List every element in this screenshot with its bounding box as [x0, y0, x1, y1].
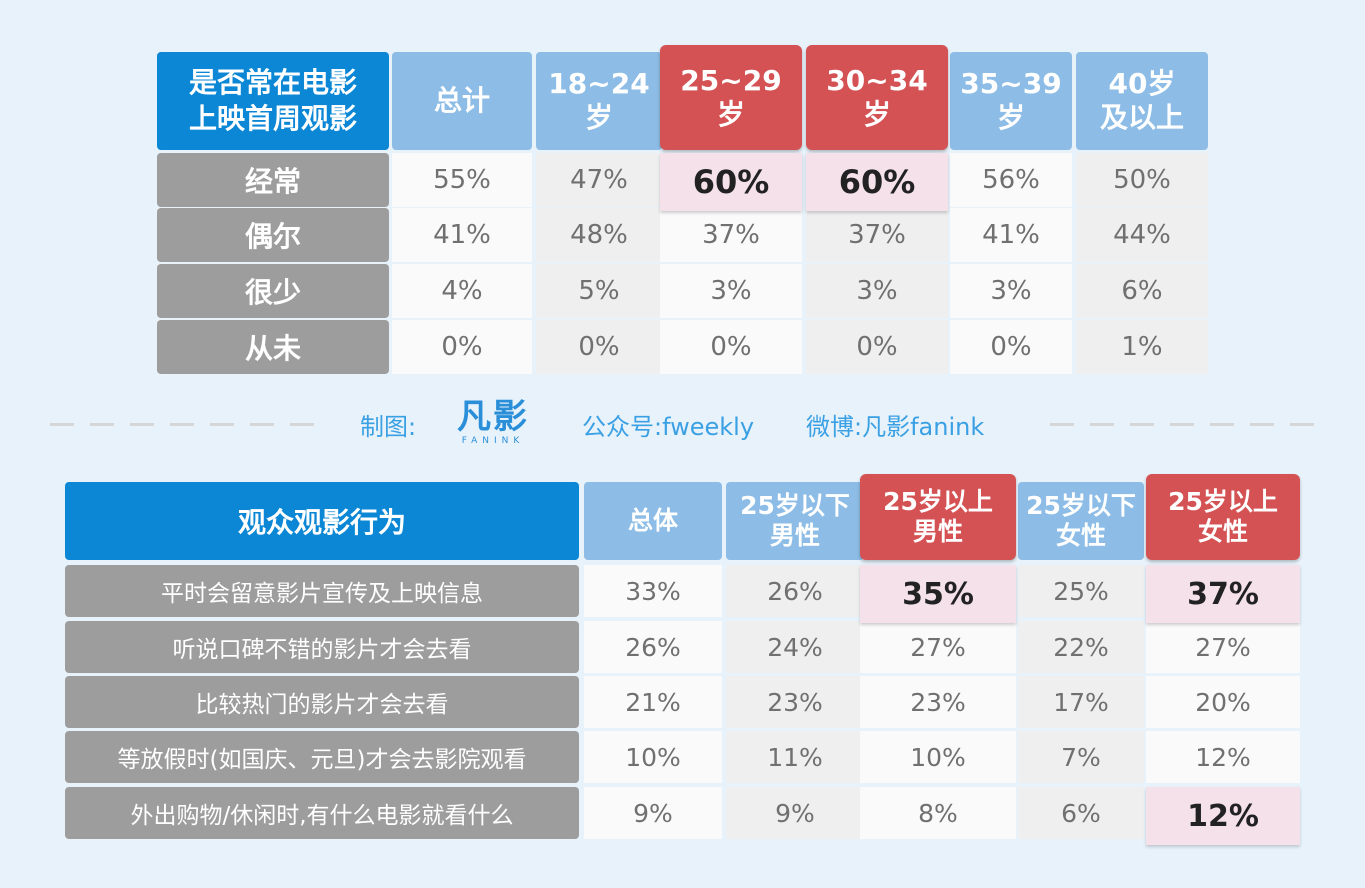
fanink-logo-sub: FANINK [461, 436, 525, 446]
divider-right [1050, 423, 1320, 426]
corner-header: 观众观影行为 [65, 482, 579, 560]
data-cell: 0% [806, 320, 948, 374]
column-header: 25岁以上 女性 [1146, 474, 1300, 560]
data-cell: 1% [1076, 320, 1208, 374]
column-header: 30~34 岁 [806, 45, 948, 150]
data-cell: 24% [726, 621, 864, 673]
column-header: 40岁 及以上 [1076, 52, 1208, 150]
credit-wechat: 公众号:fweekly [582, 413, 755, 441]
data-cell: 9% [584, 787, 722, 839]
row-label: 听说口碑不错的影片才会去看 [65, 621, 579, 673]
data-cell: 33% [584, 565, 722, 617]
row-label: 等放假时(如国庆、元旦)才会去影院观看 [65, 731, 579, 783]
data-cell: 22% [1018, 621, 1144, 673]
data-cell: 23% [860, 676, 1016, 728]
data-cell: 37% [660, 208, 802, 262]
credit-weibo: 微博:凡影fanink [806, 413, 985, 441]
data-cell: 3% [950, 264, 1072, 318]
column-header: 25~29 岁 [660, 45, 802, 150]
row-label: 偶尔 [157, 208, 389, 262]
data-cell: 41% [392, 208, 532, 262]
divider-left [50, 423, 320, 426]
data-cell: 0% [950, 320, 1072, 374]
data-cell: 27% [860, 621, 1016, 673]
data-cell: 44% [1076, 208, 1208, 262]
data-cell: 37% [1146, 565, 1300, 623]
column-header: 总计 [392, 52, 532, 150]
fanink-logo: 凡影 FANINK [450, 398, 536, 450]
data-cell: 56% [950, 153, 1072, 207]
credit-made-by: 制图: [360, 413, 417, 441]
data-cell: 60% [806, 153, 948, 211]
row-label: 经常 [157, 153, 389, 207]
data-cell: 0% [660, 320, 802, 374]
data-cell: 5% [536, 264, 662, 318]
data-cell: 4% [392, 264, 532, 318]
column-header: 25岁以上 男性 [860, 474, 1016, 560]
data-cell: 9% [726, 787, 864, 839]
data-cell: 35% [860, 565, 1016, 623]
data-cell: 55% [392, 153, 532, 207]
data-cell: 23% [726, 676, 864, 728]
data-cell: 26% [726, 565, 864, 617]
data-cell: 37% [806, 208, 948, 262]
data-cell: 48% [536, 208, 662, 262]
data-cell: 27% [1146, 621, 1300, 673]
data-cell: 0% [392, 320, 532, 374]
data-cell: 47% [536, 153, 662, 207]
row-label: 比较热门的影片才会去看 [65, 676, 579, 728]
data-cell: 0% [536, 320, 662, 374]
data-cell: 12% [1146, 787, 1300, 845]
fanink-logo-mark: 凡影 [457, 397, 529, 437]
data-cell: 26% [584, 621, 722, 673]
row-label: 很少 [157, 264, 389, 318]
data-cell: 3% [660, 264, 802, 318]
data-cell: 41% [950, 208, 1072, 262]
data-cell: 8% [860, 787, 1016, 839]
row-label: 从未 [157, 320, 389, 374]
data-cell: 11% [726, 731, 864, 783]
data-cell: 17% [1018, 676, 1144, 728]
data-cell: 20% [1146, 676, 1300, 728]
column-header: 25岁以下 女性 [1018, 482, 1144, 560]
data-cell: 10% [860, 731, 1016, 783]
row-label: 外出购物/休闲时,有什么电影就看什么 [65, 787, 579, 839]
column-header: 25岁以下 男性 [726, 482, 864, 560]
data-cell: 6% [1018, 787, 1144, 839]
column-header: 总体 [584, 482, 722, 560]
column-header: 18~24 岁 [536, 52, 662, 150]
corner-header: 是否常在电影 上映首周观影 [157, 52, 389, 150]
data-cell: 10% [584, 731, 722, 783]
data-cell: 21% [584, 676, 722, 728]
data-cell: 25% [1018, 565, 1144, 617]
data-cell: 12% [1146, 731, 1300, 783]
data-cell: 3% [806, 264, 948, 318]
column-header: 35~39 岁 [950, 52, 1072, 150]
row-label: 平时会留意影片宣传及上映信息 [65, 565, 579, 617]
data-cell: 7% [1018, 731, 1144, 783]
data-cell: 6% [1076, 264, 1208, 318]
data-cell: 60% [660, 153, 802, 211]
data-cell: 50% [1076, 153, 1208, 207]
